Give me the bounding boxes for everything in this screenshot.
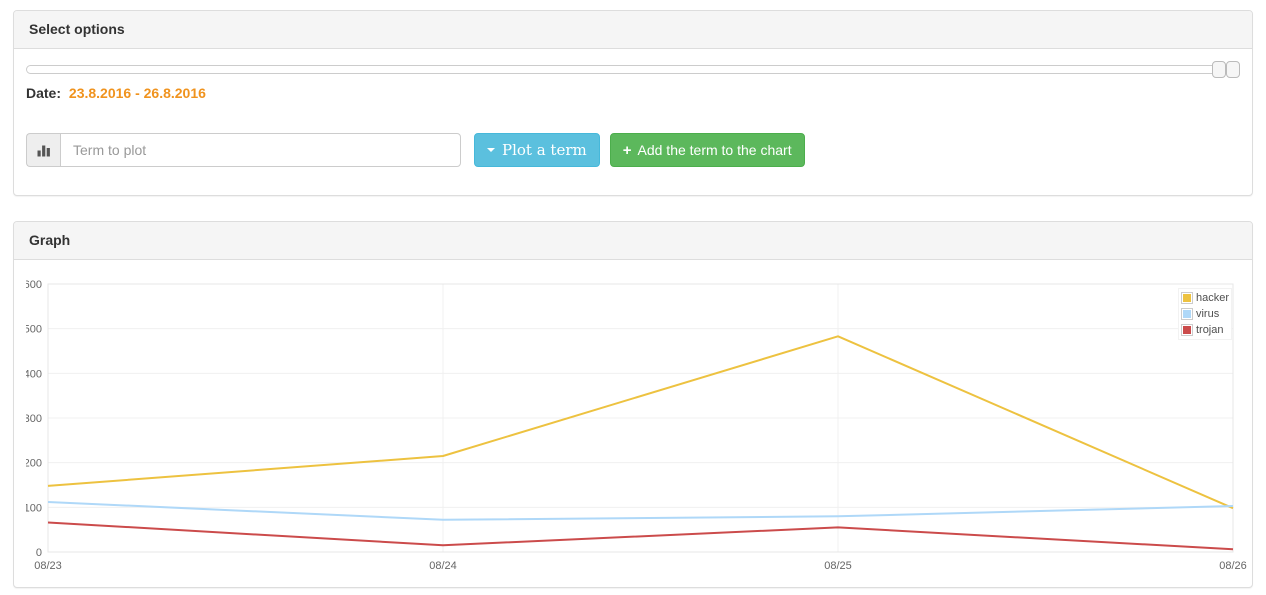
- graph-panel: Graph 0 100 200 300 400 500 600 08/23 08/24 08/25…: [13, 221, 1253, 588]
- add-term-button[interactable]: + Add the term to the chart: [609, 133, 805, 167]
- plus-icon: +: [622, 141, 632, 159]
- slider-handle-start[interactable]: [1212, 61, 1226, 78]
- plot-a-term-label: Plot a term: [502, 141, 587, 159]
- legend-label: hacker: [1195, 292, 1229, 304]
- legend-label: trojan: [1195, 324, 1224, 336]
- chart-container: 0 100 200 300 400 500 600 08/23 08/24 08/25 08/26 …: [14, 260, 1252, 574]
- panel-title-select-options: Select options: [14, 11, 1252, 49]
- series-line-virus: [47, 501, 1234, 521]
- date-label: Date:: [26, 85, 62, 101]
- term-form-row: Plot a term + Add the term to the chart: [26, 133, 1240, 167]
- bar-chart-icon: [26, 133, 60, 167]
- x-axis-tick-label: 08/23: [34, 560, 62, 572]
- legend-item-virus: virus: [1180, 306, 1229, 322]
- line-chart: 0 100 200 300 400 500 600 08/23 08/24 08/25 08/26: [26, 279, 1247, 572]
- chart-legend: hacker virus trojan: [1177, 288, 1232, 340]
- y-axis-tick-label: 500: [26, 324, 42, 336]
- panel-title-graph: Graph: [14, 222, 1252, 260]
- legend-color-swatch: [1180, 324, 1193, 336]
- legend-label: virus: [1195, 308, 1220, 320]
- term-input[interactable]: [60, 133, 461, 167]
- add-term-label: Add the term to the chart: [637, 142, 792, 158]
- select-options-panel: Select options Date: 23.8.2016 - 26.8.20…: [13, 10, 1253, 196]
- x-axis-tick-label: 08/26: [1219, 560, 1247, 572]
- legend-item-hacker: hacker: [1180, 290, 1229, 306]
- x-axis-tick-label: 08/25: [824, 560, 852, 572]
- y-axis-tick-label: 0: [36, 547, 42, 559]
- select-options-body: Date: 23.8.2016 - 26.8.2016 Plot a term: [14, 61, 1252, 167]
- slider-handle-end[interactable]: [1226, 61, 1240, 78]
- plot-border: [47, 283, 1234, 553]
- series-line-hacker: [47, 335, 1234, 510]
- y-axis-tick-label: 600: [26, 279, 42, 291]
- y-axis-tick-label: 400: [26, 368, 42, 380]
- legend-item-trojan: trojan: [1180, 322, 1229, 338]
- plot-a-term-button[interactable]: Plot a term: [474, 133, 600, 167]
- y-axis-tick-label: 100: [26, 502, 42, 514]
- x-axis-tick-label: 08/24: [429, 560, 457, 572]
- legend-color-swatch: [1180, 308, 1193, 320]
- series-line-trojan: [47, 521, 1234, 551]
- term-input-group: [26, 133, 461, 167]
- y-axis-tick-label: 200: [26, 458, 42, 470]
- date-range-slider[interactable]: [26, 61, 1240, 78]
- legend-color-swatch: [1180, 292, 1193, 304]
- caret-down-icon: [487, 148, 495, 152]
- date-range-value: 23.8.2016 - 26.8.2016: [68, 85, 206, 101]
- y-axis-tick-label: 300: [26, 413, 42, 425]
- date-line: Date: 23.8.2016 - 26.8.2016: [26, 85, 1240, 101]
